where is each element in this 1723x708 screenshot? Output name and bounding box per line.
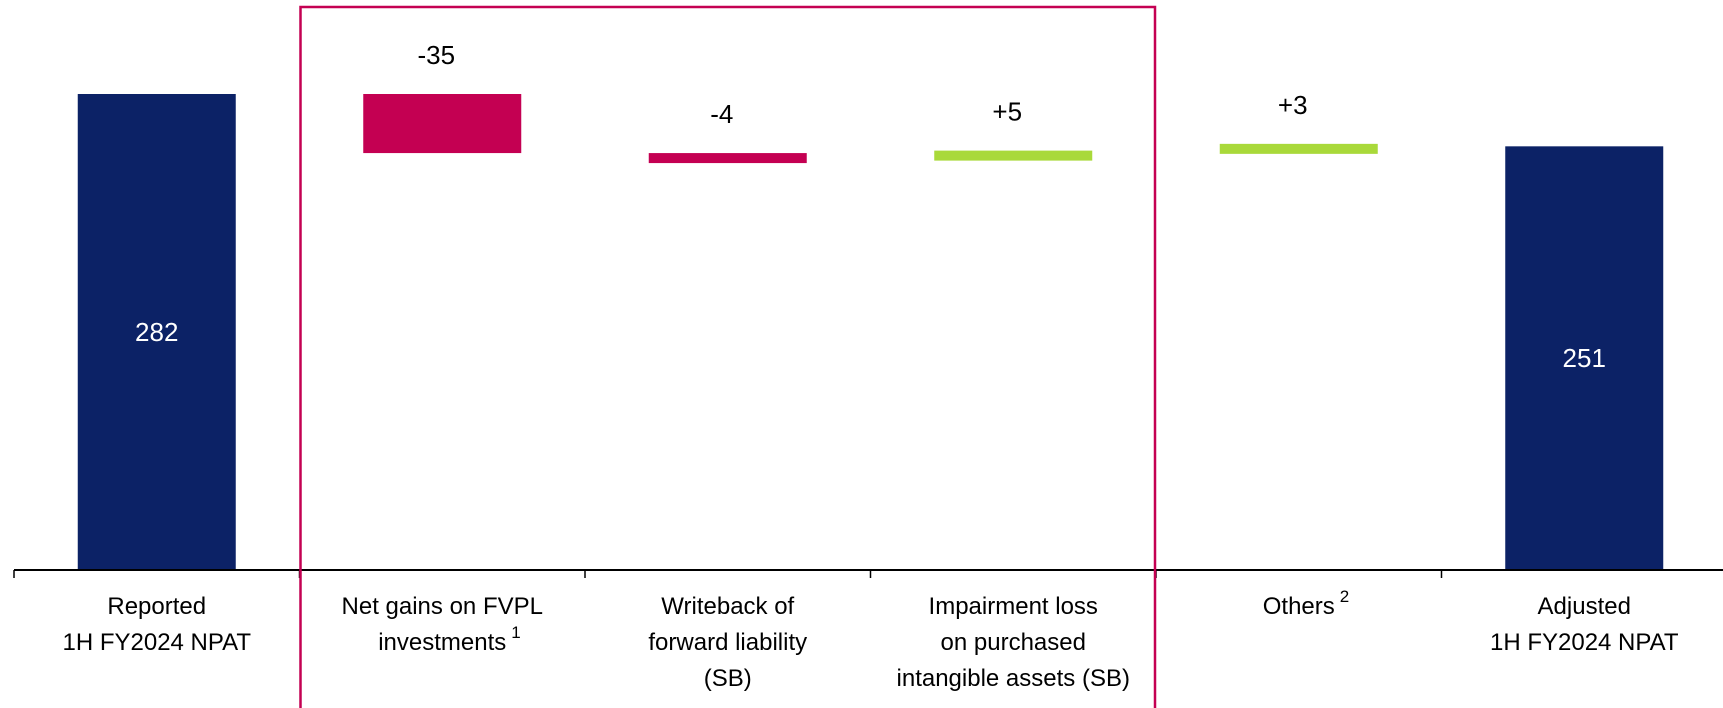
category-label-2-line-2: investments	[378, 629, 506, 656]
bar-3	[648, 153, 807, 164]
bar-1	[77, 94, 236, 570]
category-labels-group: Reported 1H FY2024 NPAT Net gains on FVPL i…	[62, 587, 1678, 692]
footnote-marker-2: 2	[1340, 587, 1349, 606]
category-label-3-line-2: forward liability	[648, 629, 807, 656]
bar-6	[1505, 146, 1664, 571]
data-labels-group: 282 -35 -4 +5 +3 251	[135, 40, 1606, 373]
bars-group	[77, 94, 1664, 571]
category-label-2-line-1: Net gains on FVPL	[342, 593, 543, 620]
category-label-5-line-1: Others	[1263, 593, 1335, 620]
category-label-1-line-1: Reported	[107, 593, 206, 620]
data-label-5: +3	[1278, 90, 1308, 120]
category-label-6-line-2: 1H FY2024 NPAT	[1490, 629, 1679, 656]
data-label-2: -35	[417, 40, 455, 70]
data-label-3: -4	[710, 99, 733, 129]
category-label-4-line-2: on purchased	[941, 629, 1086, 656]
x-axis	[13, 569, 1723, 578]
data-label-4: +5	[992, 97, 1022, 127]
data-label-6: 251	[1563, 343, 1606, 373]
bar-2	[363, 94, 522, 154]
category-label-4-line-1: Impairment loss	[929, 593, 1098, 620]
category-label-4-line-3: intangible assets (SB)	[897, 665, 1130, 692]
category-label-6-line-1: Adjusted	[1538, 593, 1631, 620]
category-label-3-line-3: (SB)	[704, 665, 752, 692]
bar-5	[1219, 143, 1378, 154]
highlight-box	[299, 5, 1157, 708]
data-label-1: 282	[135, 317, 178, 347]
category-label-1-line-2: 1H FY2024 NPAT	[62, 629, 251, 656]
bar-4	[934, 150, 1093, 161]
footnote-marker-1: 1	[511, 623, 520, 642]
category-label-3-line-1: Writeback of	[661, 593, 794, 620]
